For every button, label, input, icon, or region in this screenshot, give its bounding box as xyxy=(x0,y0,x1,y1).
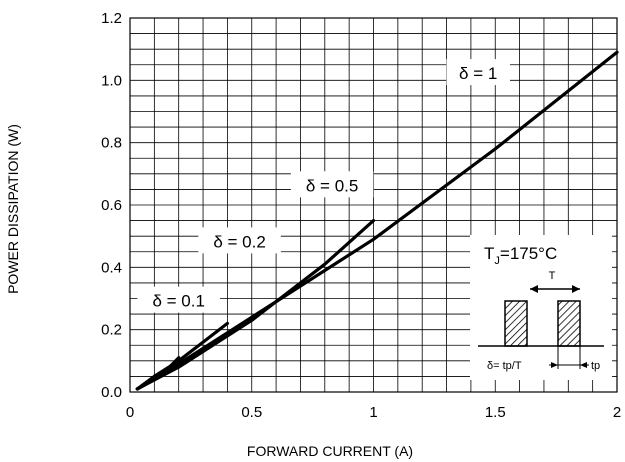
inset-title: TJ=175°C xyxy=(484,244,557,267)
inset-period-arrowhead-right xyxy=(572,285,580,293)
annotation-background xyxy=(198,227,281,254)
series-line xyxy=(135,219,376,391)
series-annotation: δ = 1 xyxy=(446,59,510,86)
x-axis-title: FORWARD CURRENT (A) xyxy=(247,443,413,459)
annotation-label: δ = 0.5 xyxy=(306,176,358,195)
y-tick-label: 0.8 xyxy=(101,135,122,152)
series-annotation: δ = 0.5 xyxy=(290,171,374,198)
y-axis-title: POWER DISSIPATION (W) xyxy=(5,124,21,294)
series-line xyxy=(135,356,181,391)
x-axis-ticks: 0 0.5 1 1.5 2 xyxy=(126,404,621,421)
inset-tp-arrowhead-right xyxy=(580,362,587,368)
series-line xyxy=(135,321,229,391)
y-tick-label: 0.4 xyxy=(101,259,122,276)
y-tick-label: 1.2 xyxy=(101,10,122,27)
y-tick-label: 1.0 xyxy=(101,72,122,89)
series-layer xyxy=(135,50,619,391)
annotation-label: δ = 0.2 xyxy=(213,232,265,251)
x-tick-label: 0.5 xyxy=(241,404,262,421)
inset-period-label: T xyxy=(549,270,556,282)
y-tick-label: 0.2 xyxy=(101,322,122,339)
x-tick-label: 1 xyxy=(369,404,377,421)
inset-tp-arrowhead-left xyxy=(551,362,558,368)
inset-pulse-width-label: tp xyxy=(591,360,600,372)
annotation-background xyxy=(137,286,220,313)
annotations-layer: δ = 1 δ = 0.5 δ = 0.2 δ = 0.1 xyxy=(137,59,510,313)
series-annotation: δ = 0.2 xyxy=(198,227,281,254)
duty-cycle-inset: TJ=175°C T δ= tp/T tp xyxy=(470,235,612,380)
x-tick-label: 0 xyxy=(126,404,134,421)
inset-pulse-1 xyxy=(504,300,528,347)
annotation-label: δ = 1 xyxy=(459,64,497,83)
annotation-label: δ = 0.1 xyxy=(152,292,204,311)
inset-period-arrowhead-left xyxy=(530,285,538,293)
plot-frame xyxy=(129,17,618,393)
annotation-background xyxy=(446,59,510,86)
x-tick-label: 2 xyxy=(613,404,621,421)
inset-duty-label: δ= tp/T xyxy=(487,360,522,372)
inset-pulse-2 xyxy=(557,300,581,347)
x-tick-label: 1.5 xyxy=(485,404,506,421)
y-axis-ticks: 0.0 0.2 0.4 0.6 0.8 1.0 1.2 xyxy=(101,10,122,401)
inset-background xyxy=(470,235,612,380)
y-tick-label: 0.6 xyxy=(101,197,122,214)
annotation-background xyxy=(290,171,374,198)
y-tick-label: 0.0 xyxy=(101,384,122,401)
series-annotation: δ = 0.1 xyxy=(137,286,220,313)
